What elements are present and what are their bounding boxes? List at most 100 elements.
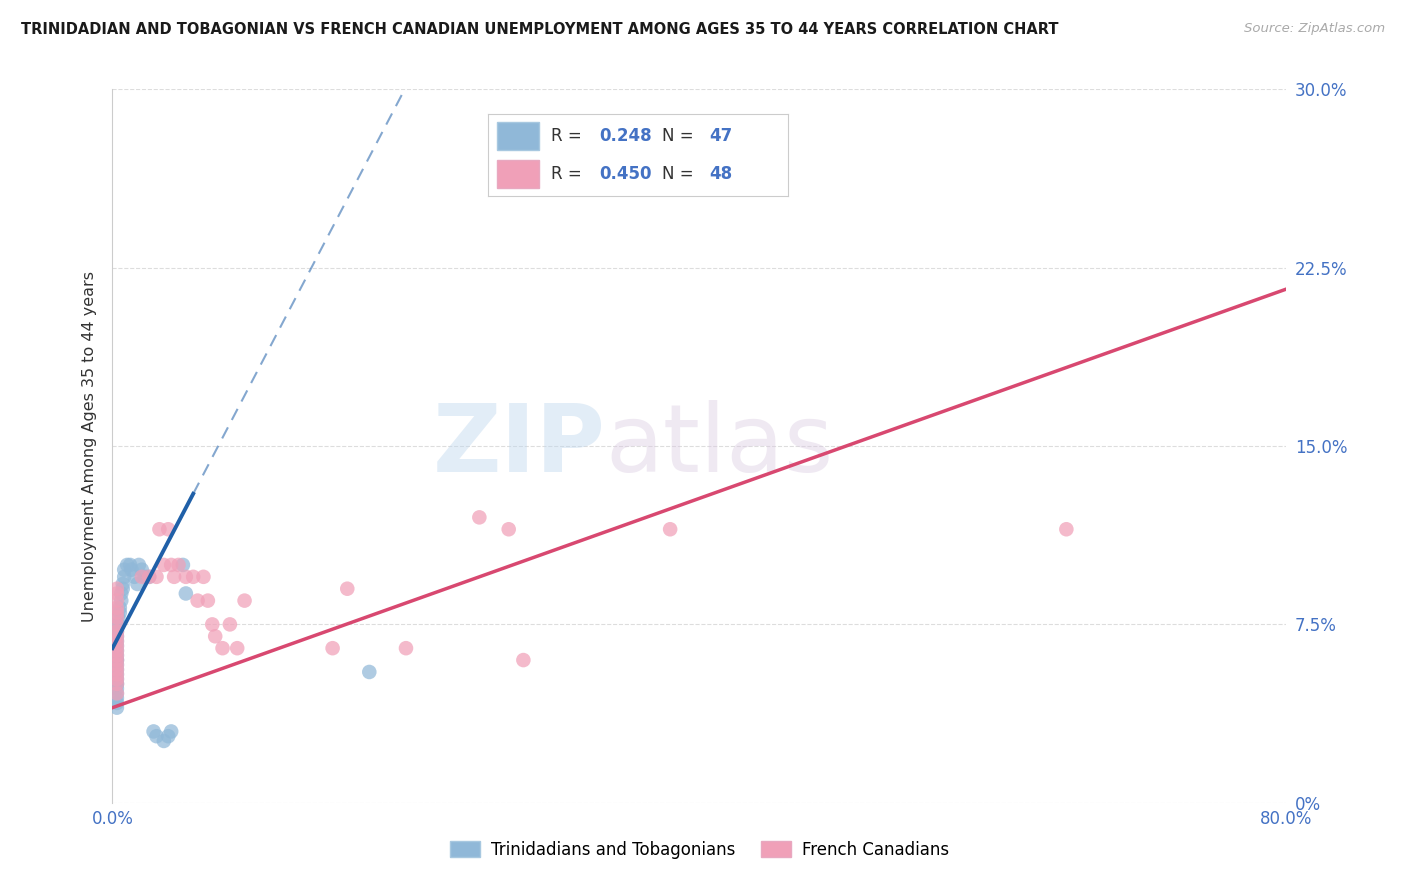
Point (181, 570, 204, 584)
Point (163, 570, 186, 584)
Point (336, 582, 359, 596)
Text: 0.248: 0.248 (599, 128, 651, 145)
Point (105, 691, 128, 706)
Point (105, 643, 128, 657)
Point (105, 634, 128, 648)
Point (105, 629, 128, 643)
Point (160, 724, 183, 739)
Point (120, 558, 142, 572)
Bar (498, 122, 538, 150)
Point (138, 570, 160, 584)
Point (105, 624, 128, 639)
Point (201, 617, 224, 632)
Point (108, 600, 131, 615)
Point (233, 593, 256, 607)
Point (110, 593, 132, 607)
Point (105, 593, 128, 607)
Point (105, 686, 128, 700)
Point (105, 648, 128, 663)
Point (226, 641, 249, 656)
Point (160, 558, 183, 572)
Bar (498, 161, 538, 188)
Point (108, 606, 131, 620)
Point (127, 577, 149, 591)
Text: R =: R = (551, 128, 588, 145)
Point (105, 653, 128, 667)
Point (174, 570, 197, 584)
Point (111, 582, 134, 596)
Point (105, 600, 128, 615)
Point (112, 563, 135, 577)
Point (105, 586, 128, 600)
Point (107, 617, 129, 632)
Point (105, 617, 128, 632)
Text: N =: N = (662, 128, 699, 145)
Text: atlas: atlas (606, 400, 834, 492)
Point (107, 610, 129, 624)
Point (395, 641, 418, 656)
Point (468, 510, 491, 524)
Point (105, 610, 128, 624)
Point (105, 663, 128, 677)
Point (111, 577, 134, 591)
Point (105, 681, 128, 696)
Text: 48: 48 (710, 165, 733, 183)
Point (512, 653, 534, 667)
Point (142, 724, 165, 739)
Point (105, 672, 128, 686)
Point (115, 558, 138, 572)
Point (193, 570, 215, 584)
Point (167, 558, 190, 572)
Point (218, 617, 242, 632)
Point (105, 672, 128, 686)
Point (105, 617, 128, 632)
Point (105, 667, 128, 681)
Point (128, 558, 150, 572)
Point (105, 686, 128, 700)
Text: Source: ZipAtlas.com: Source: ZipAtlas.com (1244, 22, 1385, 36)
Point (105, 696, 128, 710)
Point (131, 570, 153, 584)
Point (105, 677, 128, 691)
Text: 47: 47 (710, 128, 733, 145)
Point (1054, 522, 1077, 536)
Point (105, 663, 128, 677)
Point (105, 639, 128, 653)
Point (105, 639, 128, 653)
Text: TRINIDADIAN AND TOBAGONIAN VS FRENCH CANADIAN UNEMPLOYMENT AMONG AGES 35 TO 44 Y: TRINIDADIAN AND TOBAGONIAN VS FRENCH CAN… (21, 22, 1059, 37)
Point (105, 653, 128, 667)
Point (110, 586, 132, 600)
Point (105, 657, 128, 672)
Point (105, 677, 128, 691)
Point (172, 558, 194, 572)
Point (131, 563, 153, 577)
Point (153, 558, 176, 572)
Point (105, 634, 128, 648)
Point (105, 606, 128, 620)
Point (105, 700, 128, 714)
Point (157, 729, 180, 743)
Point (174, 586, 197, 600)
Point (105, 653, 128, 667)
Legend: Trinidadians and Tobagonians, French Canadians: Trinidadians and Tobagonians, French Can… (443, 835, 956, 866)
Point (124, 570, 146, 584)
Point (197, 593, 219, 607)
Point (359, 665, 381, 679)
Point (105, 657, 128, 672)
Point (153, 734, 176, 748)
Point (187, 593, 209, 607)
Point (134, 570, 156, 584)
Y-axis label: Unemployment Among Ages 35 to 44 years: Unemployment Among Ages 35 to 44 years (82, 270, 97, 622)
Text: N =: N = (662, 165, 699, 183)
Point (112, 570, 135, 584)
Point (211, 641, 233, 656)
Point (498, 522, 520, 536)
Point (105, 667, 128, 681)
Point (105, 648, 128, 663)
Point (121, 563, 143, 577)
Point (138, 570, 160, 584)
Point (105, 582, 128, 596)
Point (105, 629, 128, 643)
Text: 0.450: 0.450 (599, 165, 651, 183)
Text: R =: R = (551, 165, 588, 183)
